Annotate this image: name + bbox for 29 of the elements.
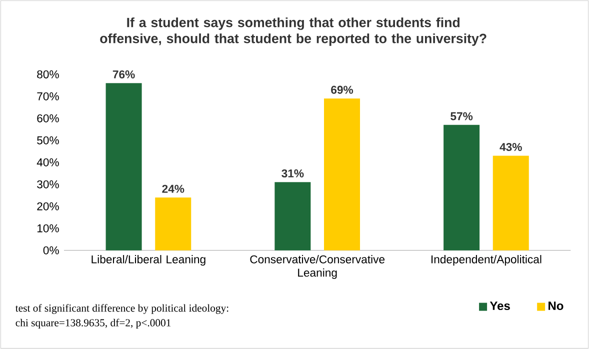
text: test of significant difference by political ideology: — [15, 304, 228, 314]
data-label: 31% — [282, 169, 304, 178]
legend-label: No — [548, 302, 564, 310]
x-tick-label: Liberal/Liberal Leaning — [92, 255, 206, 266]
bar — [155, 198, 192, 250]
y-tick-label: 60% — [37, 114, 59, 122]
y-tick-label: 30% — [37, 180, 59, 188]
y-tick-label: 70% — [37, 92, 59, 100]
bar — [324, 98, 360, 250]
x-tick-label: Conservative/Conservative Leaning — [250, 255, 385, 279]
data-label: 76% — [112, 70, 135, 78]
bar — [444, 124, 480, 250]
bar — [492, 156, 529, 250]
data-label: 24% — [162, 184, 184, 193]
y-tick-label: 20% — [37, 202, 59, 210]
y-tick-label: 10% — [37, 224, 59, 232]
bar — [274, 182, 311, 250]
text: chi square=138.9635, df=2, p<.0001 — [16, 318, 171, 329]
y-tick-label: 0% — [43, 246, 59, 254]
data-label: 57% — [450, 112, 473, 120]
y-tick-label: 50% — [37, 136, 59, 144]
x-tick-label: Independent/Apolitical — [432, 255, 542, 266]
data-label: 69% — [331, 86, 354, 94]
bar — [106, 83, 142, 250]
chart-title: If a student says something that other students find offensive, should that student be reported to the university? — [100, 17, 486, 46]
data-label: 43% — [500, 142, 522, 152]
y-tick-label: 40% — [36, 158, 59, 166]
legend-label: Yes — [490, 302, 510, 310]
y-tick-label: 80% — [37, 70, 59, 78]
